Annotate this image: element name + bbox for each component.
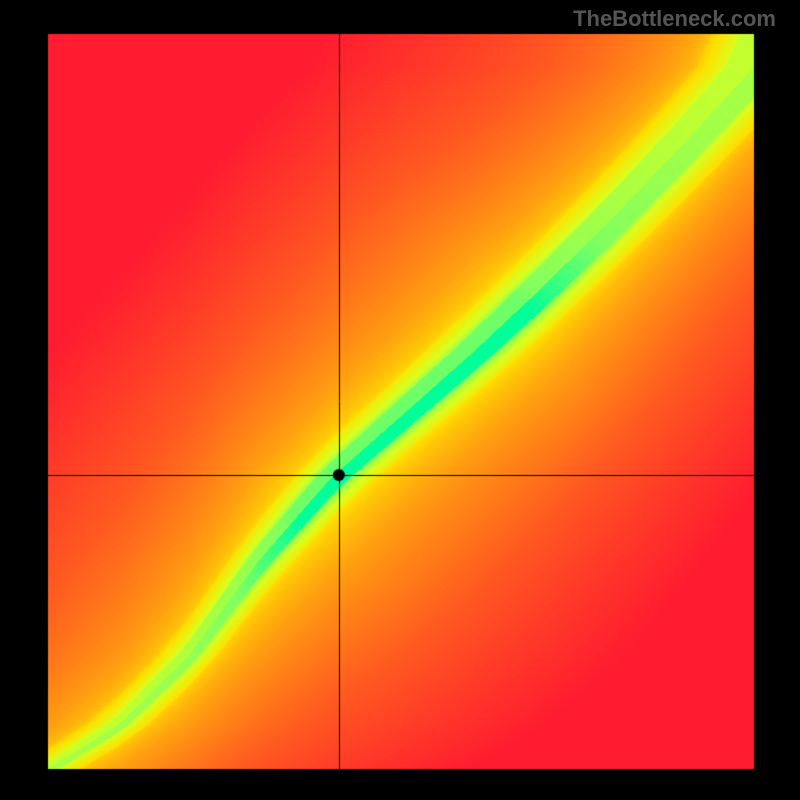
watermark: TheBottleneck.com (573, 6, 776, 32)
bottleneck-heatmap (0, 0, 800, 800)
